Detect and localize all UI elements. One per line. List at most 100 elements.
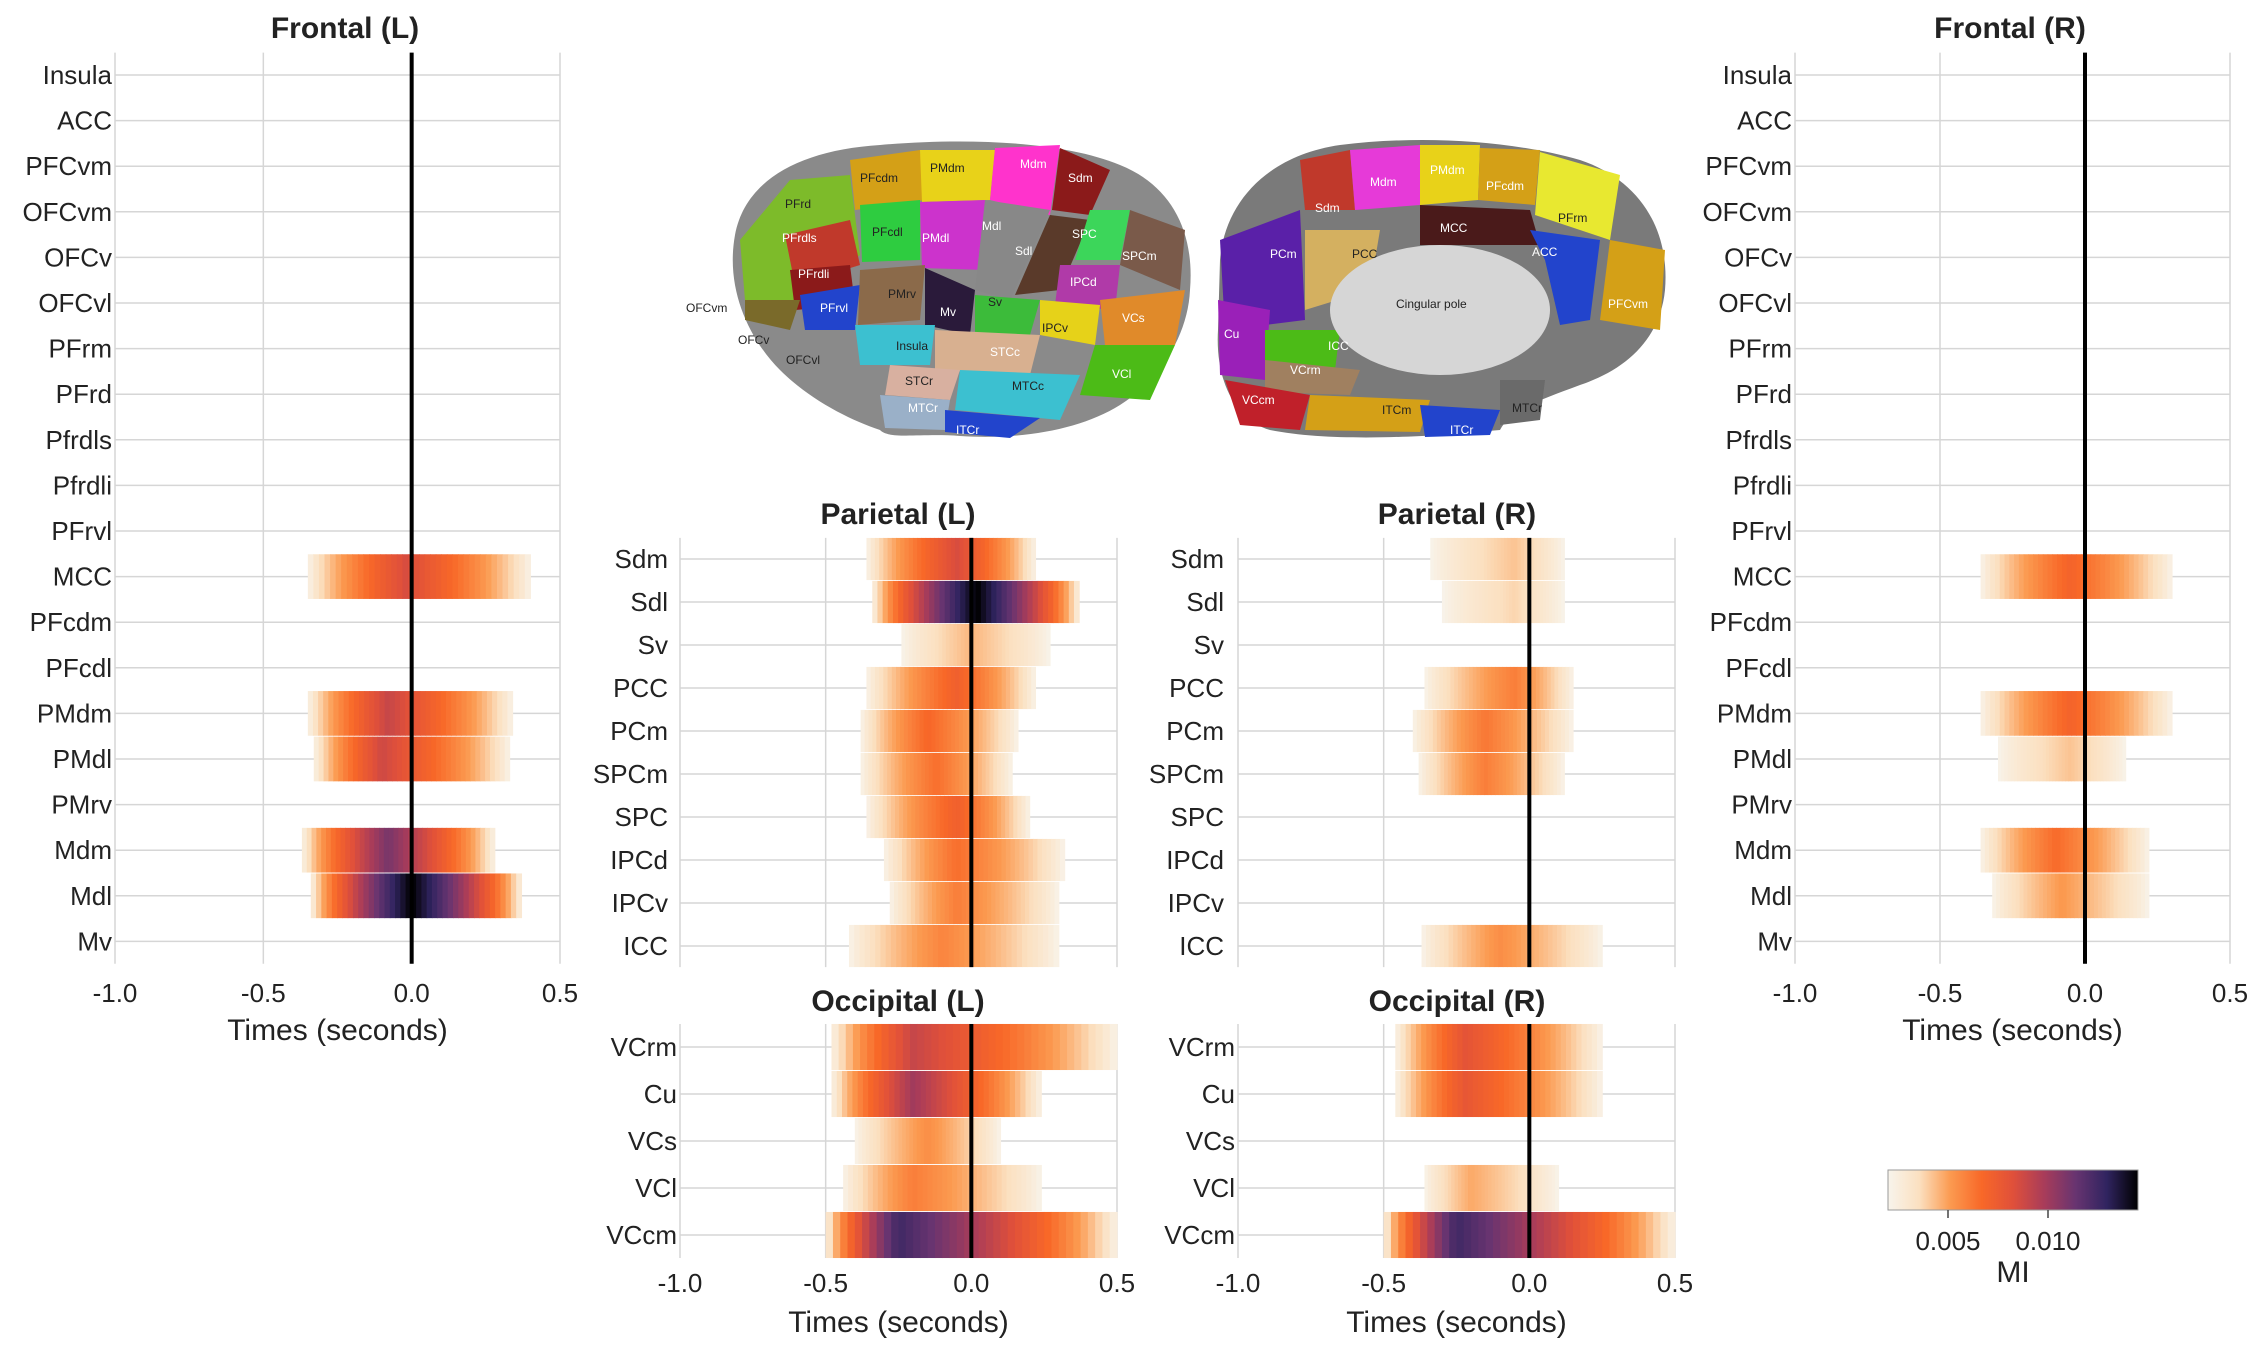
heat-cell bbox=[1548, 709, 1554, 753]
heat-cell bbox=[908, 623, 914, 667]
heat-cell bbox=[480, 554, 487, 599]
heat-cell bbox=[1584, 924, 1590, 968]
heat-cell bbox=[1993, 827, 1999, 873]
heat-cell bbox=[1453, 537, 1458, 581]
heat-cell bbox=[321, 827, 327, 873]
heat-cell bbox=[1055, 838, 1061, 882]
heat-cell bbox=[952, 1070, 958, 1118]
heat-cell bbox=[880, 924, 887, 968]
heat-cell bbox=[1038, 1023, 1047, 1071]
heat-cell bbox=[946, 666, 952, 710]
heat-cell bbox=[1016, 924, 1023, 968]
heat-cell bbox=[945, 1117, 951, 1165]
heat-cell bbox=[1462, 752, 1467, 796]
region-itcm-medial bbox=[1305, 395, 1430, 432]
heat-cell bbox=[908, 666, 914, 710]
heat-cell bbox=[1073, 1211, 1082, 1259]
heat-cell bbox=[957, 881, 963, 925]
heat-cell bbox=[1421, 1070, 1427, 1118]
heat-cell bbox=[2039, 827, 2045, 873]
heat-cell bbox=[1571, 1070, 1577, 1118]
heat-cell bbox=[2157, 554, 2164, 599]
heat-cell bbox=[2026, 827, 2032, 873]
heat-cell bbox=[1509, 1023, 1515, 1071]
heat-cell bbox=[1001, 623, 1007, 667]
heat-cell bbox=[987, 838, 993, 882]
heat-cell bbox=[1011, 1164, 1018, 1212]
heat-cell bbox=[905, 1211, 914, 1259]
heat-cell bbox=[972, 666, 977, 710]
heat-cell bbox=[1448, 709, 1454, 753]
x-tick-frontal-l-3: 0.5 bbox=[542, 978, 578, 1008]
heat-cell bbox=[1500, 580, 1504, 624]
heat-cell bbox=[2028, 691, 2034, 736]
heat-cell bbox=[2085, 691, 2092, 736]
heat-cell bbox=[944, 580, 951, 624]
heat-cell bbox=[2144, 827, 2150, 873]
heat-cell bbox=[1504, 1164, 1509, 1212]
heat-cell bbox=[1535, 666, 1541, 710]
heat-cell bbox=[1493, 580, 1498, 624]
heat-cell bbox=[1431, 1023, 1438, 1071]
heat-cell bbox=[874, 666, 880, 710]
heat-cell bbox=[978, 881, 984, 925]
heat-cell bbox=[367, 736, 374, 782]
heat-cell bbox=[1558, 1211, 1567, 1259]
heat-cell bbox=[2140, 873, 2146, 919]
heat-cell bbox=[911, 924, 918, 968]
heat-cell bbox=[2070, 873, 2076, 919]
heat-cell bbox=[2028, 554, 2034, 599]
heat-cell bbox=[1005, 795, 1010, 839]
heat-cell bbox=[960, 623, 966, 667]
x-axis-label-frontal-r: Times (seconds) bbox=[1902, 1014, 2123, 1047]
heat-cell bbox=[1456, 1211, 1465, 1259]
heat-cell bbox=[1570, 924, 1576, 968]
heat-cell bbox=[1558, 666, 1563, 710]
heat-cell bbox=[1484, 580, 1489, 624]
heat-cell bbox=[2045, 736, 2050, 782]
heat-cell bbox=[922, 924, 929, 968]
heat-cell bbox=[1550, 537, 1555, 581]
heat-cell bbox=[1465, 752, 1471, 796]
heat-cell bbox=[1454, 666, 1459, 710]
region-sdm bbox=[1052, 148, 1110, 215]
heat-cell bbox=[1501, 1164, 1506, 1212]
heat-cell bbox=[952, 1164, 958, 1212]
heat-band-occipital-r-VCcm bbox=[1383, 1211, 1676, 1259]
heat-cell bbox=[328, 736, 334, 782]
panel-title-occipital-l: Occipital (L) bbox=[811, 985, 984, 1018]
heat-cell bbox=[1653, 1211, 1662, 1259]
heat-cell bbox=[1457, 580, 1461, 624]
heat-cell bbox=[1462, 1070, 1469, 1118]
heat-cell bbox=[447, 873, 454, 919]
heat-cell bbox=[379, 691, 386, 736]
heat-cell bbox=[965, 881, 971, 925]
heat-cell bbox=[1515, 580, 1520, 624]
heat-cell bbox=[1475, 924, 1481, 968]
row-label-frontal-r-OFCvm: OFCvm bbox=[1702, 197, 1792, 227]
heat-cell bbox=[1514, 1023, 1521, 1071]
heat-cell bbox=[1484, 752, 1489, 796]
heat-cell bbox=[938, 623, 943, 667]
heat-cell bbox=[1481, 1164, 1486, 1212]
heat-cell bbox=[1041, 838, 1048, 882]
heat-cell bbox=[2049, 736, 2053, 782]
heat-cell bbox=[1467, 1070, 1474, 1118]
heat-cell bbox=[1575, 924, 1581, 968]
heat-cell bbox=[1980, 554, 1986, 599]
region-ofcvm bbox=[745, 300, 800, 330]
heat-cell bbox=[1565, 709, 1570, 753]
heat-cell bbox=[980, 580, 987, 624]
heat-cell bbox=[2042, 554, 2049, 599]
heat-cell bbox=[901, 838, 908, 882]
heat-cell bbox=[931, 795, 937, 839]
heat-cell bbox=[1520, 924, 1527, 968]
heat-cell bbox=[1555, 1023, 1562, 1071]
heat-cell bbox=[2119, 736, 2124, 782]
heat-cell bbox=[917, 537, 922, 581]
heat-cell bbox=[1521, 580, 1526, 624]
heat-cell bbox=[978, 709, 984, 753]
heat-cell bbox=[1476, 709, 1482, 753]
heat-cell bbox=[1586, 1070, 1593, 1118]
heat-cell bbox=[1491, 1164, 1496, 1212]
